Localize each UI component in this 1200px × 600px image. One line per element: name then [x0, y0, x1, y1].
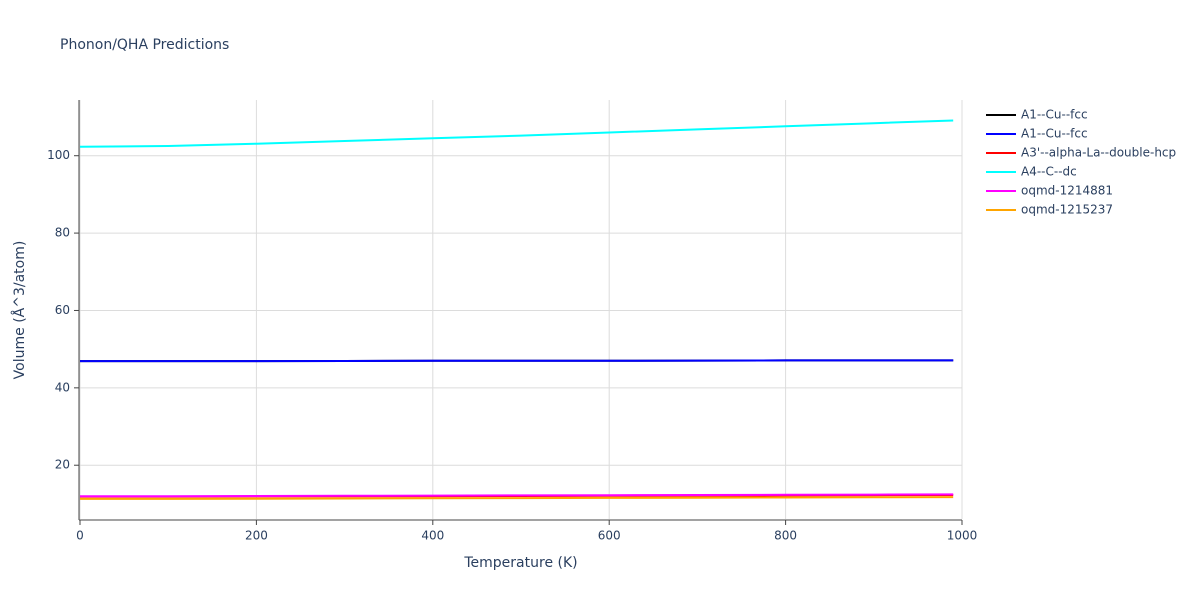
- legend-label: oqmd-1215237: [1021, 203, 1113, 217]
- series-line: [80, 359, 954, 363]
- y-tick-label: 20: [55, 458, 70, 472]
- y-axis-title: Volume (Å^3/atom): [11, 241, 28, 380]
- x-tick-label: 800: [774, 529, 797, 543]
- y-tick-label: 100: [47, 148, 70, 162]
- x-tick-label: 400: [421, 529, 444, 543]
- legend-label: A4--C--dc: [1021, 165, 1077, 179]
- y-tick-label: 40: [55, 380, 70, 394]
- x-tick-label: 600: [598, 529, 621, 543]
- series-line: [79, 119, 954, 148]
- x-tick-label: 1000: [947, 529, 978, 543]
- series-line: [80, 496, 954, 500]
- x-axis-title: Temperature (K): [463, 555, 577, 571]
- x-tick-label: 0: [76, 529, 84, 543]
- series-line: [80, 493, 954, 498]
- y-tick-label: 60: [55, 303, 70, 317]
- legend-label: oqmd-1214881: [1021, 184, 1113, 198]
- y-tick-label: 80: [55, 226, 70, 240]
- legend-label: A1--Cu--fcc: [1021, 127, 1088, 141]
- chart-title: Phonon/QHA Predictions: [60, 37, 229, 53]
- legend-label: A3'--alpha-La--double-hcp: [1021, 146, 1176, 160]
- x-tick-label: 200: [245, 529, 268, 543]
- legend-label: A1--Cu--fcc: [1021, 108, 1088, 122]
